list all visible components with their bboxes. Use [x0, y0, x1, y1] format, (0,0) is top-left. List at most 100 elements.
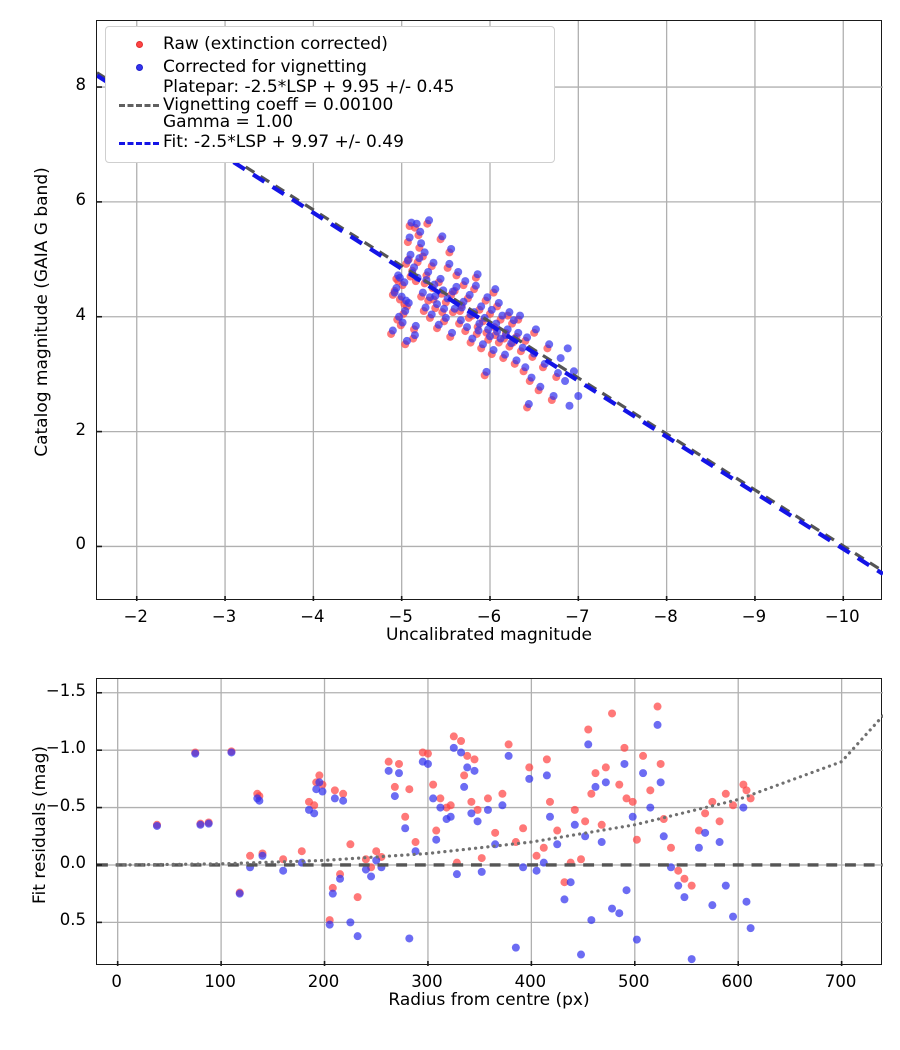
data-point	[532, 851, 541, 860]
data-point	[501, 350, 510, 359]
data-point	[597, 820, 606, 829]
data-point	[452, 870, 461, 879]
data-point	[694, 843, 703, 852]
ytick-label: 0.0	[59, 852, 86, 872]
data-point	[687, 955, 696, 964]
data-point	[523, 333, 532, 342]
data-point	[491, 828, 500, 837]
legend-entry-fit: Fit: -2.5*LSP + 9.97 +/- 0.49	[115, 132, 545, 155]
xtick-label: 100	[204, 972, 236, 991]
data-point	[512, 356, 521, 365]
data-point	[432, 826, 441, 835]
data-point	[328, 883, 337, 892]
xtick-label: −5	[388, 607, 413, 626]
plot-line	[97, 73, 883, 576]
data-point	[312, 785, 321, 794]
data-point	[227, 748, 236, 757]
legend-label-corrected: Corrected for vignetting	[163, 56, 367, 77]
data-point	[473, 805, 482, 814]
data-point	[390, 792, 399, 801]
data-point	[569, 367, 578, 376]
data-point	[549, 391, 558, 400]
data-point	[646, 803, 655, 812]
data-point	[532, 866, 541, 875]
data-point	[346, 840, 355, 849]
data-point	[315, 778, 324, 787]
data-point	[570, 820, 579, 829]
plot-line	[116, 714, 883, 867]
data-point	[235, 889, 244, 898]
data-point	[429, 780, 438, 789]
data-point	[400, 278, 409, 287]
data-point	[694, 826, 703, 835]
data-point	[483, 293, 492, 302]
data-point	[395, 312, 404, 321]
data-point	[401, 307, 410, 315]
data-point	[574, 391, 583, 400]
data-point	[191, 749, 200, 758]
data-point	[542, 771, 551, 780]
xtick-label: 300	[411, 972, 443, 991]
data-point	[297, 847, 306, 856]
data-point	[456, 316, 465, 325]
xtick-label: −10	[824, 607, 860, 626]
legend-label-fit: Fit: -2.5*LSP + 9.97 +/- 0.49	[163, 132, 404, 153]
legend-marker-dot-blue	[115, 64, 163, 71]
data-point	[639, 769, 648, 778]
data-point	[406, 250, 415, 259]
scatter-series	[388, 216, 583, 410]
data-point	[587, 916, 596, 925]
data-point	[539, 858, 548, 867]
legend-entry-raw: Raw (extinction corrected)	[115, 33, 545, 56]
data-point	[407, 218, 416, 227]
data-point	[715, 838, 724, 847]
data-point	[457, 736, 466, 745]
data-point	[450, 304, 459, 313]
data-point	[460, 782, 469, 791]
data-point	[454, 267, 463, 276]
data-point	[471, 281, 480, 290]
ytick-label: 8	[75, 75, 87, 95]
data-point	[394, 769, 403, 778]
data-point	[457, 303, 466, 312]
data-point	[591, 769, 600, 778]
xtick-label: −2	[123, 607, 148, 626]
data-point	[361, 855, 370, 864]
xtick-label: 500	[618, 972, 650, 991]
ytick-label: 4	[75, 304, 87, 324]
data-point	[425, 216, 434, 225]
data-point	[310, 801, 319, 810]
data-point	[639, 751, 648, 760]
top-panel-xlabel: Uncalibrated magnitude	[386, 625, 592, 645]
data-point	[328, 889, 337, 898]
data-point	[429, 258, 438, 267]
data-point	[746, 924, 755, 933]
data-point	[470, 766, 479, 775]
data-point	[687, 881, 696, 890]
data-point	[417, 239, 426, 248]
data-point	[416, 227, 425, 236]
scatter-series	[152, 702, 755, 925]
data-point	[196, 820, 205, 829]
data-point	[258, 851, 267, 860]
data-point	[483, 805, 492, 814]
data-point	[556, 354, 565, 363]
data-point	[742, 786, 751, 795]
data-point	[494, 298, 503, 307]
data-point	[674, 881, 683, 890]
data-point	[449, 732, 458, 741]
legend-entry-corrected: Corrected for vignetting	[115, 56, 545, 79]
top-panel-plot-area	[97, 21, 883, 601]
legend-marker-dash-blue	[115, 141, 163, 145]
data-point	[674, 866, 683, 875]
data-point	[401, 812, 410, 821]
data-point	[388, 326, 397, 335]
data-point	[622, 886, 631, 895]
data-point	[421, 303, 430, 312]
data-point	[478, 340, 487, 349]
data-point	[353, 893, 362, 902]
data-point	[591, 782, 600, 791]
data-point	[491, 285, 500, 294]
